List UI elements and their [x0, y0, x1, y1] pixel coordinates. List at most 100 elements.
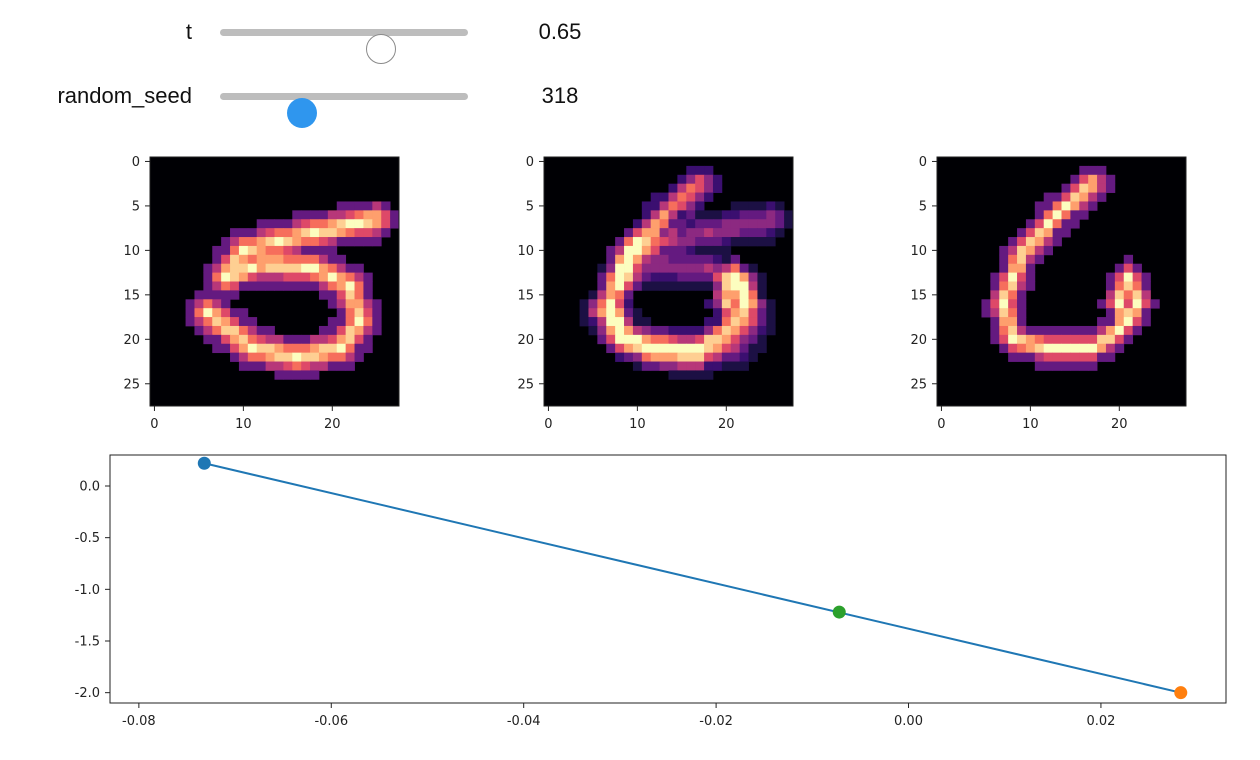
pixel — [292, 352, 302, 362]
pixel — [274, 245, 284, 256]
pixel — [345, 361, 355, 371]
pixel — [712, 228, 723, 238]
pixel — [265, 334, 275, 345]
pixel — [301, 352, 311, 362]
pixel — [194, 325, 204, 336]
pixel — [1105, 317, 1116, 327]
pixel — [292, 334, 302, 345]
t-slider-handle[interactable] — [366, 34, 397, 64]
pixel — [345, 263, 355, 273]
pixel — [766, 219, 776, 229]
pixel — [990, 272, 1000, 282]
pixel — [695, 174, 705, 185]
pixel — [301, 343, 311, 354]
pixel — [336, 263, 347, 273]
x-tick-label: 20 — [1111, 417, 1128, 432]
pixel — [327, 317, 338, 327]
pixel — [274, 343, 284, 354]
pixel — [1034, 343, 1045, 354]
pixel — [686, 192, 696, 202]
pixel — [730, 343, 741, 354]
pixel — [1070, 183, 1080, 193]
pixel — [230, 237, 240, 247]
pixel — [221, 325, 231, 336]
pixel — [221, 272, 231, 282]
pixel — [1043, 228, 1053, 238]
pixel — [668, 219, 678, 229]
x-tick-label: 0 — [937, 417, 945, 432]
pixel — [1079, 352, 1089, 362]
pixel — [739, 290, 749, 300]
pixel — [1070, 192, 1080, 202]
pixel — [730, 325, 741, 336]
pixel — [677, 370, 687, 380]
pixel — [712, 237, 723, 247]
pixel — [247, 263, 258, 273]
pixel — [230, 352, 240, 362]
pixel — [712, 361, 723, 371]
pixel — [1141, 308, 1151, 318]
pixel — [310, 219, 320, 229]
pixel — [327, 299, 338, 309]
pixel — [721, 334, 732, 345]
pixel — [265, 228, 275, 238]
pixel — [274, 272, 284, 282]
pixel — [632, 245, 643, 256]
pixel — [221, 308, 231, 318]
pixel — [274, 254, 284, 265]
pixel — [363, 317, 373, 327]
pixel — [301, 334, 311, 345]
pixel — [668, 352, 678, 362]
pixel — [354, 201, 364, 211]
pixel — [624, 325, 634, 336]
pixel — [372, 201, 382, 211]
pixel — [615, 245, 625, 256]
pixel — [185, 299, 195, 309]
pixel — [363, 281, 373, 291]
pixel — [588, 317, 598, 327]
pixel — [354, 281, 364, 291]
y-tick-label: 5 — [919, 199, 927, 214]
pixel — [606, 272, 616, 282]
pixel — [650, 237, 660, 247]
pixel — [354, 228, 364, 238]
pixel — [318, 343, 329, 354]
pixel — [212, 334, 222, 345]
pixel — [1052, 219, 1062, 229]
pixel — [677, 334, 687, 345]
pixel — [363, 290, 373, 300]
y-tick-label: 25 — [910, 377, 927, 392]
pixel — [318, 272, 329, 282]
data-point-0 — [197, 456, 211, 470]
pixel — [632, 254, 643, 265]
pixel — [641, 219, 652, 229]
pixel — [1008, 299, 1018, 309]
pixel — [721, 317, 732, 327]
pixel — [1025, 325, 1036, 336]
pixel — [274, 352, 284, 362]
t-slider-track[interactable] — [220, 29, 468, 64]
pixel — [292, 281, 302, 291]
pixel — [1070, 325, 1080, 336]
pixel — [1088, 334, 1098, 345]
pixel — [230, 325, 240, 336]
pixel — [345, 237, 355, 247]
random-seed-slider-track[interactable] — [220, 93, 468, 128]
pixel — [247, 281, 258, 291]
pixel — [659, 228, 669, 238]
pixel — [336, 254, 347, 265]
random-seed-slider-handle[interactable] — [286, 98, 317, 128]
pixel — [757, 299, 767, 309]
pixel — [641, 272, 652, 282]
pixel — [739, 281, 749, 291]
pixel — [1088, 183, 1098, 193]
pixel — [677, 325, 687, 336]
pixel — [238, 334, 249, 345]
pixel — [597, 325, 607, 336]
pixel — [748, 237, 758, 247]
pixel — [712, 245, 723, 256]
pixel — [274, 361, 284, 371]
pixel — [606, 263, 616, 273]
pixel — [203, 325, 213, 336]
pixel — [1141, 281, 1151, 291]
